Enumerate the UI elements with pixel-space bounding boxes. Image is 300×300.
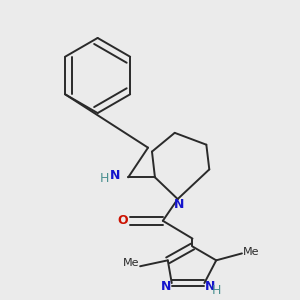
Text: Me: Me: [123, 258, 140, 268]
Text: N: N: [205, 280, 215, 293]
Text: O: O: [118, 214, 128, 227]
Text: H: H: [99, 172, 109, 185]
Text: N: N: [161, 280, 172, 293]
Text: Me: Me: [243, 247, 260, 257]
Text: N: N: [110, 169, 120, 182]
Text: H: H: [212, 284, 221, 297]
Text: N: N: [174, 198, 184, 211]
